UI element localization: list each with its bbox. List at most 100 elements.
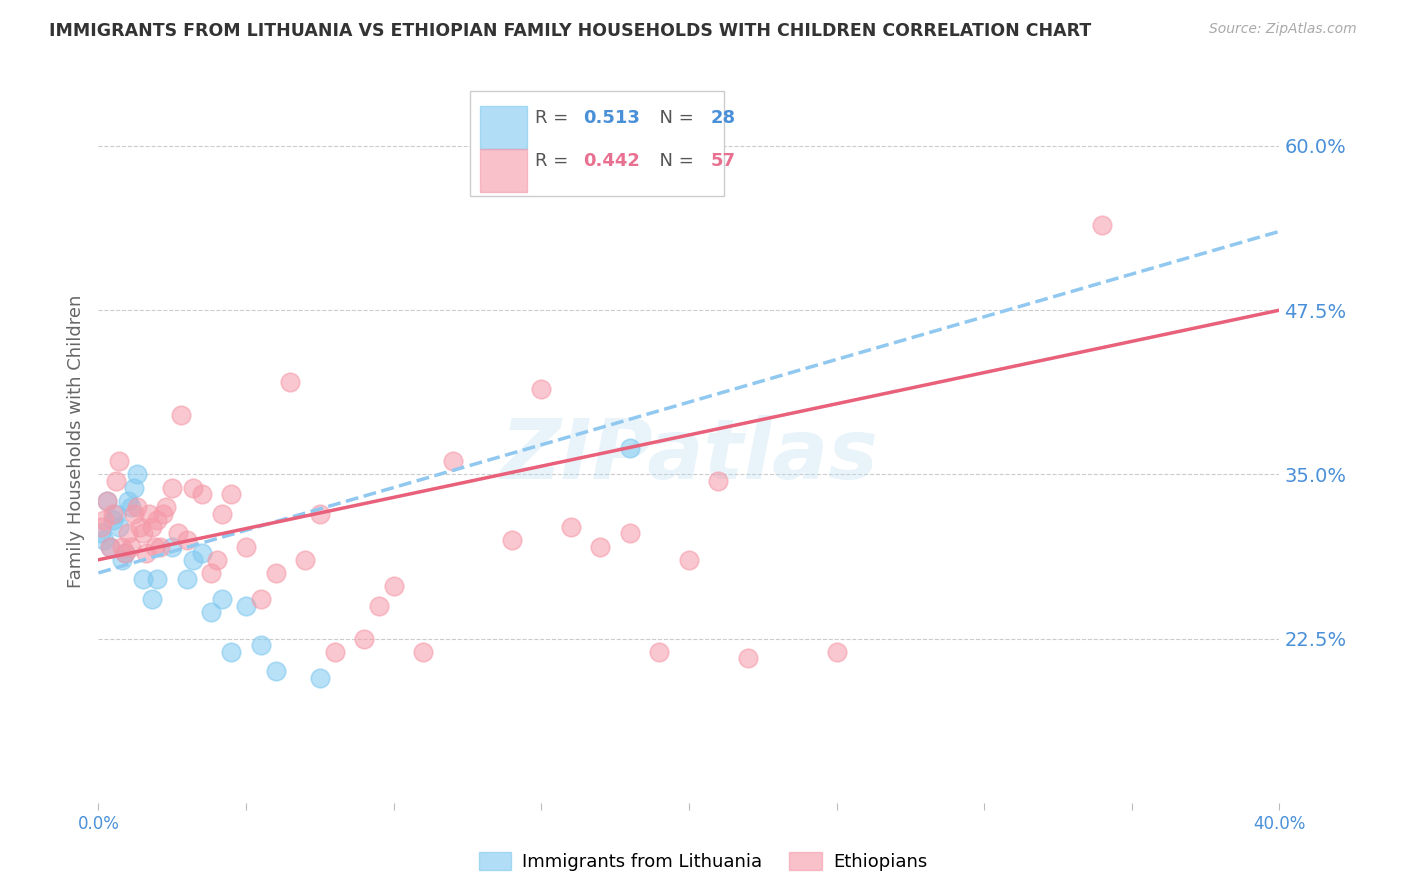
Point [530,382,553,396]
Point [382,579,405,593]
Point [235,599,257,613]
Point [211,592,233,607]
Point [560,520,582,534]
Point [114,546,136,560]
Point [105,507,128,521]
Point [181,481,204,495]
Point [132,526,155,541]
Point [125,500,148,515]
Point [98,540,121,554]
Point [250,638,273,652]
Point [200,605,222,619]
Point [141,520,163,534]
Point [120,540,142,554]
Point [93,533,115,547]
Legend: Immigrants from Lithuania, Ethiopians: Immigrants from Lithuania, Ethiopians [472,845,934,879]
Point [176,573,198,587]
Point [146,573,169,587]
Point [155,500,177,515]
Text: N =: N = [648,153,699,170]
Point [162,540,183,554]
Text: 57: 57 [710,153,735,170]
Point [309,507,332,521]
Point [122,481,145,495]
Point [105,474,128,488]
Text: 0.513: 0.513 [582,109,640,127]
Point [353,632,375,646]
Point [323,645,346,659]
Point [264,665,287,679]
Text: R =: R = [536,109,575,127]
Point [294,553,316,567]
Point [181,553,204,567]
Point [90,520,112,534]
Point [221,645,243,659]
Point [120,500,142,515]
Point [309,671,332,685]
Point [108,454,131,468]
Text: 0.442: 0.442 [582,153,640,170]
Point [93,513,115,527]
Point [167,526,190,541]
Point [96,493,118,508]
Point [138,507,160,521]
FancyBboxPatch shape [479,105,527,149]
Point [170,409,193,423]
Point [589,540,612,554]
Point [162,481,183,495]
Text: ZIPatlas: ZIPatlas [501,416,877,497]
Point [211,507,233,521]
Point [205,553,228,567]
Point [90,526,112,541]
Point [191,546,214,560]
Point [678,553,700,567]
Point [368,599,391,613]
Point [825,645,848,659]
Point [280,376,302,390]
Point [176,533,198,547]
Point [128,520,150,534]
Point [125,467,148,482]
Text: IMMIGRANTS FROM LITHUANIA VS ETHIOPIAN FAMILY HOUSEHOLDS WITH CHILDREN CORRELATI: IMMIGRANTS FROM LITHUANIA VS ETHIOPIAN F… [49,22,1091,40]
Point [111,553,134,567]
Point [141,592,163,607]
Point [111,540,134,554]
Point [122,507,145,521]
Point [619,441,641,455]
Point [619,526,641,541]
Point [1091,218,1114,232]
Point [132,573,155,587]
Text: N =: N = [648,109,699,127]
Point [200,566,222,580]
Point [103,513,125,527]
Point [191,487,214,501]
Point [143,540,166,554]
Y-axis label: Family Households with Children: Family Households with Children [66,295,84,588]
FancyBboxPatch shape [471,91,724,196]
FancyBboxPatch shape [479,149,527,193]
Point [264,566,287,580]
Point [235,540,257,554]
Point [412,645,434,659]
Point [98,540,121,554]
Point [114,546,136,560]
Point [117,493,139,508]
Text: R =: R = [536,153,575,170]
Point [737,651,759,665]
Point [117,526,139,541]
Point [441,454,464,468]
Point [146,513,169,527]
Point [250,592,273,607]
Point [648,645,671,659]
Point [149,540,172,554]
Point [221,487,243,501]
Point [501,533,523,547]
Text: 28: 28 [710,109,735,127]
Point [135,546,157,560]
Point [103,507,125,521]
Text: Source: ZipAtlas.com: Source: ZipAtlas.com [1209,22,1357,37]
Point [152,507,174,521]
Point [96,493,118,508]
Point [707,474,730,488]
Point [108,520,131,534]
